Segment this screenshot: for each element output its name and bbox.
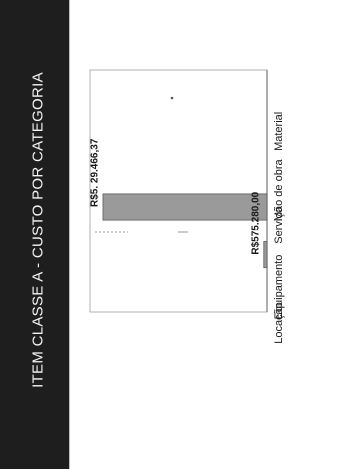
chart-frame	[69, 0, 349, 469]
title-bar: ITEM CLASSE A - CUSTO POR CATEGORIA	[0, 0, 69, 469]
decorative-mark	[170, 96, 174, 100]
category-label-4: Locação	[273, 302, 285, 344]
data-label-2: R$5. 29.466,37	[90, 138, 101, 207]
category-label-3: Equipamento	[273, 255, 285, 320]
category-label-2: Serviço	[273, 207, 285, 244]
bar-3	[263, 241, 268, 269]
plot-area-border	[89, 69, 268, 313]
category-label-0: Material	[273, 112, 285, 151]
category-label-1: Mão de obra	[273, 159, 285, 222]
bar-2	[102, 193, 268, 221]
data-label-3: R$575.280,00	[250, 191, 261, 254]
